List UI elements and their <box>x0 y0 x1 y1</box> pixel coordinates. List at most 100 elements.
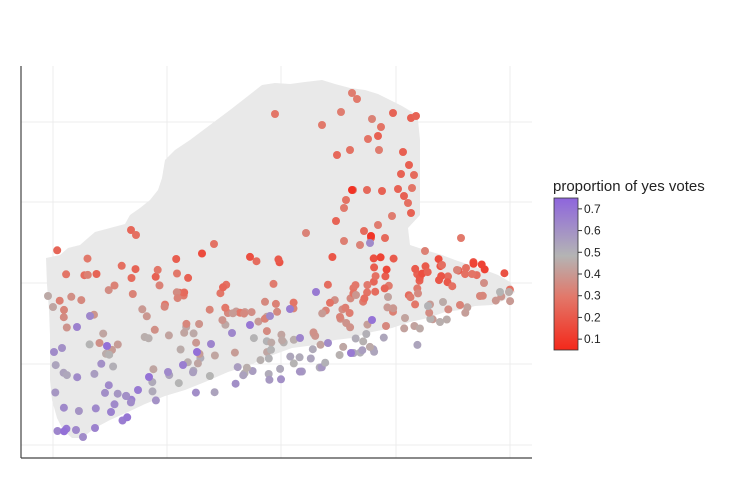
data-point <box>368 316 376 324</box>
data-point <box>302 229 310 237</box>
colorbar-tick-label: 0.3 <box>584 289 601 303</box>
data-point <box>289 359 298 368</box>
data-point <box>62 270 71 279</box>
data-point <box>252 257 261 266</box>
data-point <box>444 272 452 281</box>
data-point <box>295 367 304 376</box>
data-point <box>295 353 304 362</box>
data-point <box>53 246 62 255</box>
data-point <box>376 253 385 262</box>
colorbar-tick-label: 0.4 <box>584 267 601 281</box>
data-point <box>62 371 71 380</box>
colorbar-tick-label: 0.6 <box>584 224 601 238</box>
data-point <box>173 294 182 303</box>
data-point <box>134 386 142 394</box>
data-point <box>401 314 409 322</box>
data-point <box>274 255 283 264</box>
data-point <box>247 308 256 317</box>
data-point <box>103 342 111 350</box>
data-point <box>371 287 380 296</box>
data-point <box>267 345 275 354</box>
data-point <box>67 292 76 301</box>
data-point <box>267 338 276 347</box>
data-point <box>117 261 126 270</box>
data-point <box>312 288 320 296</box>
data-point <box>442 315 451 324</box>
data-point <box>423 268 432 277</box>
data-point <box>205 305 214 314</box>
data-point <box>323 280 332 289</box>
data-point <box>86 312 94 320</box>
data-point <box>51 388 60 397</box>
data-point <box>85 340 94 349</box>
data-point <box>176 345 185 354</box>
data-point <box>179 361 187 369</box>
data-point <box>296 334 304 342</box>
data-point <box>415 324 424 333</box>
data-point <box>286 352 295 361</box>
data-point <box>336 313 344 321</box>
data-point <box>412 112 420 120</box>
data-point <box>352 291 360 299</box>
data-point <box>353 95 361 103</box>
data-point <box>59 313 68 322</box>
data-point <box>95 339 104 347</box>
data-point <box>44 292 52 300</box>
data-point <box>384 293 392 301</box>
data-point <box>276 364 285 373</box>
data-point <box>50 348 58 356</box>
data-point <box>286 305 294 313</box>
data-point <box>362 330 371 338</box>
data-point <box>151 272 160 281</box>
data-point <box>308 345 317 354</box>
data-point <box>91 424 99 432</box>
data-point <box>151 396 160 405</box>
data-point <box>400 192 408 200</box>
data-point <box>366 239 374 247</box>
data-point <box>155 281 164 290</box>
data-point <box>122 392 130 400</box>
data-point <box>193 348 201 356</box>
data-point <box>399 148 407 156</box>
data-point <box>381 234 389 242</box>
data-point <box>367 232 375 240</box>
data-point <box>437 272 446 281</box>
data-point <box>381 272 390 281</box>
data-point <box>397 170 405 178</box>
data-point <box>379 333 388 342</box>
data-point <box>348 89 356 97</box>
data-point <box>328 253 337 261</box>
data-point <box>77 296 86 305</box>
data-point <box>337 108 345 116</box>
data-point <box>219 283 227 292</box>
data-point <box>110 281 119 290</box>
data-point <box>198 249 206 258</box>
data-point <box>383 303 392 312</box>
data-point <box>388 212 396 220</box>
data-point <box>266 312 274 320</box>
data-point <box>49 303 57 311</box>
data-point <box>239 371 248 380</box>
data-point <box>99 329 108 338</box>
data-point <box>246 252 254 261</box>
data-point <box>221 303 230 312</box>
data-point <box>289 335 298 344</box>
data-point <box>332 217 340 225</box>
data-point <box>254 317 263 326</box>
data-point <box>271 299 280 308</box>
data-point <box>184 273 193 282</box>
data-point <box>182 319 191 328</box>
data-point <box>480 265 489 274</box>
data-point <box>240 309 249 318</box>
data-point <box>271 110 279 118</box>
data-point <box>246 321 254 329</box>
data-point <box>149 365 158 374</box>
data-point <box>318 309 327 318</box>
data-point <box>160 302 169 311</box>
data-point <box>192 338 201 347</box>
data-point <box>351 281 360 290</box>
data-point <box>173 269 181 278</box>
data-point <box>371 272 380 281</box>
data-point <box>59 403 68 412</box>
